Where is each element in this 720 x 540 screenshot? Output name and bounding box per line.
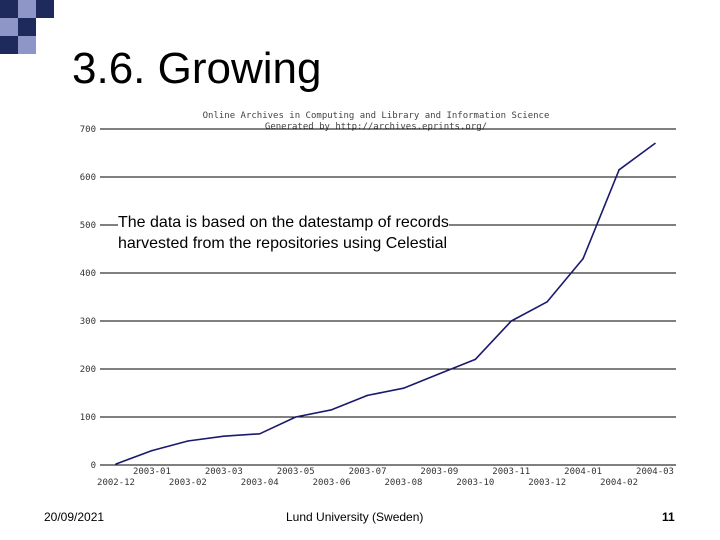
data-point [402,387,405,390]
x-tick-label: 2003-07 [349,467,387,477]
data-point [510,320,513,322]
y-tick-label: 700 [80,125,96,135]
data-point [618,169,620,171]
y-tick-label: 200 [80,365,96,375]
x-tick-label: 2002-12 [97,478,135,488]
chart-title-line1: Online Archives in Computing and Library… [203,111,550,121]
decor-square [0,36,18,54]
x-tick-label: 2004-03 [636,467,674,477]
chart-title-line2: Generated by http://archives.eprints.org… [265,122,487,132]
x-tick-label: 2003-03 [205,467,243,477]
y-tick-label: 500 [80,221,96,231]
annotation-line: harvested from the repositories using Ce… [118,235,448,252]
y-tick-label: 300 [80,317,96,327]
decor-square [18,0,36,18]
chart-annotation: The data is based on the datestamp of re… [118,212,449,254]
x-tick-label: 2003-05 [277,467,315,477]
annotation-line: The data is based on the datestamp of re… [118,214,449,231]
page-number: 11 [662,510,675,524]
data-point [258,433,261,435]
series-line [115,142,656,465]
data-point [187,440,189,442]
data-point [366,394,369,397]
data-point [151,449,153,452]
y-tick-label: 600 [80,173,96,183]
x-tick-label: 2003-11 [492,467,530,477]
footer-date: 20/09/2021 [44,510,105,524]
series-layer [115,142,656,465]
x-tick-label: 2003-08 [384,478,422,488]
x-tick-label: 2003-04 [241,478,279,488]
grid-layer [100,128,676,466]
data-point [294,416,297,418]
y-tick-label: 100 [80,413,96,423]
data-point [474,358,477,361]
x-tick-label: 2004-02 [600,478,638,488]
x-tick-label: 2003-09 [420,467,458,477]
data-point [223,435,225,438]
x-tick-label: 2004-01 [564,467,602,477]
decor-square [18,36,36,54]
data-point [115,463,117,465]
decor-square [0,18,18,36]
data-point [582,257,584,260]
y-tick-label: 0 [91,461,96,471]
data-point [546,301,548,303]
x-tick-label: 2003-06 [313,478,351,488]
decor-square [36,0,54,18]
decor-square [0,0,18,18]
y-tick-label: 400 [80,269,96,279]
x-tick-label: 2003-10 [456,478,494,488]
decor-square [18,18,36,36]
data-point [438,373,441,375]
slide-title: 3.6. Growing [72,44,322,93]
footer-organization: Lund University (Sweden) [286,510,424,524]
x-tick-label: 2003-02 [169,478,207,488]
data-point [654,142,656,145]
x-tick-label: 2003-12 [528,478,566,488]
x-tick-label: 2003-01 [133,467,171,477]
data-point [330,409,333,411]
